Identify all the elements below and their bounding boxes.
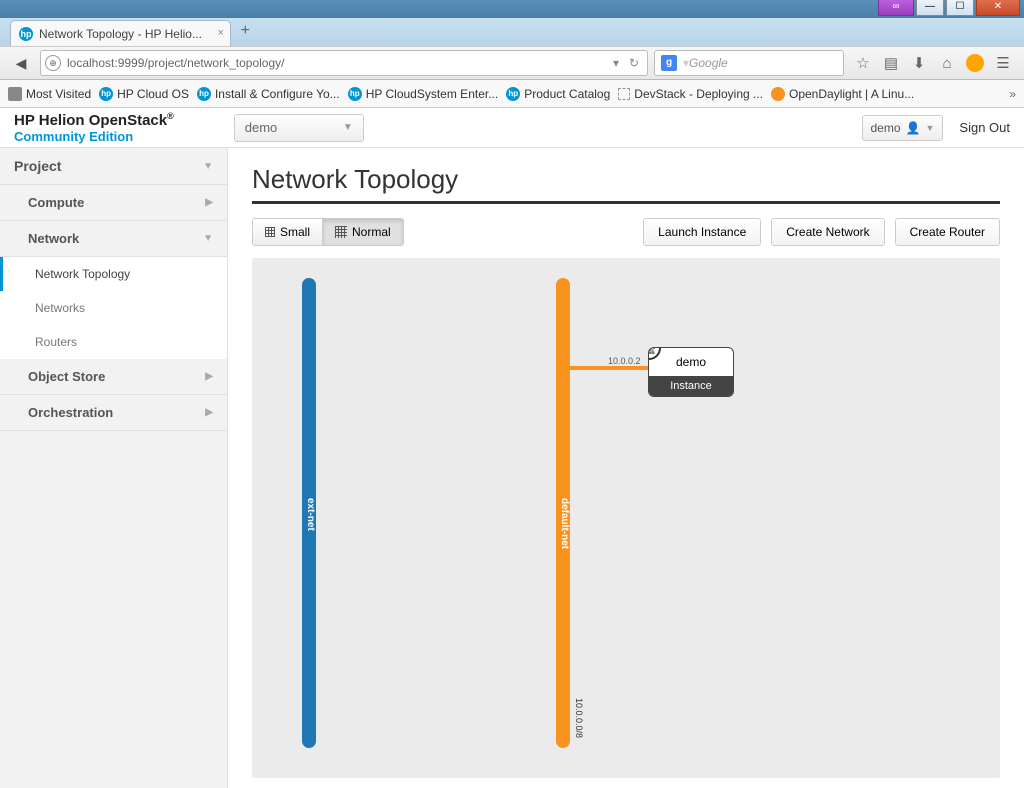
bookmark-star-icon[interactable]: ☆ [854,54,872,72]
sidebar-item-networks[interactable]: Networks [3,291,227,325]
bookmark-overflow-icon[interactable]: » [1009,87,1016,101]
main-area: Network Topology Small Normal Launch Ins… [228,148,1024,788]
page-icon [618,88,630,100]
bookmark-devstack[interactable]: DevStack - Deploying ... [618,87,763,101]
tab-title: Network Topology - HP Helio... [39,27,202,41]
sun-icon [771,87,785,101]
bookmarks-bar: Most Visited hpHP Cloud OS hpInstall & C… [0,80,1024,108]
view-toggle: Small Normal [252,218,404,246]
bookmark-cloudsystem[interactable]: hpHP CloudSystem Enter... [348,87,499,101]
browser-tab[interactable]: hp Network Topology - HP Helio... × [10,20,231,46]
sidebar-compute[interactable]: Compute▶ [0,185,227,221]
instance-node[interactable]: 🖥 demo Instance [648,347,734,397]
search-bar[interactable]: g ▾ Google [654,50,844,76]
sidebar-item-routers[interactable]: Routers [3,325,227,359]
sidebar: Project▼ Compute▶ Network▼ Network Topol… [0,148,228,788]
chevron-down-icon: ▼ [203,161,213,172]
hp-icon: hp [99,87,113,101]
instance-name: demo [649,348,733,376]
window-titlebar: ∞ — ☐ ✕ [0,0,1024,18]
sidebar-network-submenu: Network Topology Networks Routers [0,257,227,359]
hp-icon: hp [197,87,211,101]
sidebar-object-store[interactable]: Object Store▶ [0,359,227,395]
chevron-right-icon: ▶ [205,407,213,418]
back-button[interactable]: ◀ [8,50,34,76]
sidebar-item-network-topology[interactable]: Network Topology [0,257,227,291]
caret-down-icon: ▼ [343,122,353,133]
hp-favicon-icon: hp [19,27,33,41]
user-icon: 👤 [906,121,921,135]
google-icon: g [661,55,677,71]
page-title: Network Topology [252,164,1000,195]
new-tab-button[interactable]: + [241,22,250,40]
network-default-net[interactable]: default-net [556,278,570,748]
tab-close-icon[interactable]: × [218,27,224,39]
project-selector[interactable]: demo ▼ [234,114,364,142]
create-network-button[interactable]: Create Network [771,218,884,246]
minimize-button[interactable]: — [916,0,944,16]
sidebar-project[interactable]: Project▼ [0,148,227,185]
view-small-button[interactable]: Small [252,218,323,246]
close-button[interactable]: ✕ [976,0,1020,16]
search-placeholder: Google [689,56,728,70]
downloads-icon[interactable]: ⬇ [910,54,928,72]
signout-link[interactable]: Sign Out [959,120,1010,135]
bookmark-install-configure[interactable]: hpInstall & Configure Yo... [197,87,340,101]
grid-normal-icon [335,226,347,238]
network-label-ext-net: ext-net [302,498,316,531]
home-icon[interactable]: ⌂ [938,54,956,72]
launch-instance-button[interactable]: Launch Instance [643,218,761,246]
menu-icon[interactable]: ☰ [994,54,1012,72]
brand: HP Helion OpenStack® Community Edition [14,111,174,144]
caret-down-icon: ▼ [925,123,934,133]
ip-label: 10.0.0.2 [608,356,641,366]
sidebar-orchestration[interactable]: Orchestration▶ [0,395,227,431]
grid-small-icon [265,227,275,237]
title-rule [252,201,1000,204]
firefox-icon[interactable] [966,54,984,72]
cidr-label: 10.0.0.0/8 [574,698,584,738]
hp-icon: hp [506,87,520,101]
chevron-right-icon: ▶ [205,197,213,208]
controls-row: Small Normal Launch Instance Create Netw… [252,218,1000,246]
bookmark-product-catalog[interactable]: hpProduct Catalog [506,87,610,101]
maximize-button[interactable]: ☐ [946,0,974,16]
browser-tabstrip: hp Network Topology - HP Helio... × + [0,18,1024,46]
folder-icon [8,87,22,101]
create-router-button[interactable]: Create Router [895,218,1000,246]
chevron-right-icon: ▶ [205,371,213,382]
dashboard-topbar: HP Helion OpenStack® Community Edition d… [0,108,1024,148]
network-label-default-net: default-net [556,498,570,549]
sidebar-network[interactable]: Network▼ [0,221,227,257]
titlebar-extra-button[interactable]: ∞ [878,0,914,16]
chevron-down-icon: ▼ [203,233,213,244]
bookmark-opendaylight[interactable]: OpenDaylight | A Linu... [771,87,914,101]
bookmark-most-visited[interactable]: Most Visited [8,87,91,101]
url-bar[interactable]: ⊕ localhost:9999/project/network_topolog… [40,50,648,76]
topology-canvas[interactable]: ext-net default-net 10.0.0.0/8 10.0.0.2 … [252,258,1000,778]
reload-icon[interactable]: ↻ [625,56,643,70]
reader-icon[interactable]: ▤ [882,54,900,72]
page-content: HP Helion OpenStack® Community Edition d… [0,108,1024,788]
url-text: localhost:9999/project/network_topology/ [67,56,607,70]
view-normal-button[interactable]: Normal [323,218,404,246]
network-ext-net[interactable]: ext-net [302,278,316,748]
bookmark-hp-cloud-os[interactable]: hpHP Cloud OS [99,87,189,101]
browser-navbar: ◀ ⊕ localhost:9999/project/network_topol… [0,46,1024,80]
site-identity-icon: ⊕ [45,55,61,71]
user-menu[interactable]: demo 👤 ▼ [862,115,944,141]
instance-type: Instance [649,376,733,396]
url-dropdown-icon[interactable]: ▾ [607,56,625,70]
window-frame: ∞ — ☐ ✕ hp Network Topology - HP Helio..… [0,0,1024,788]
hp-icon: hp [348,87,362,101]
instance-connector [568,366,650,370]
